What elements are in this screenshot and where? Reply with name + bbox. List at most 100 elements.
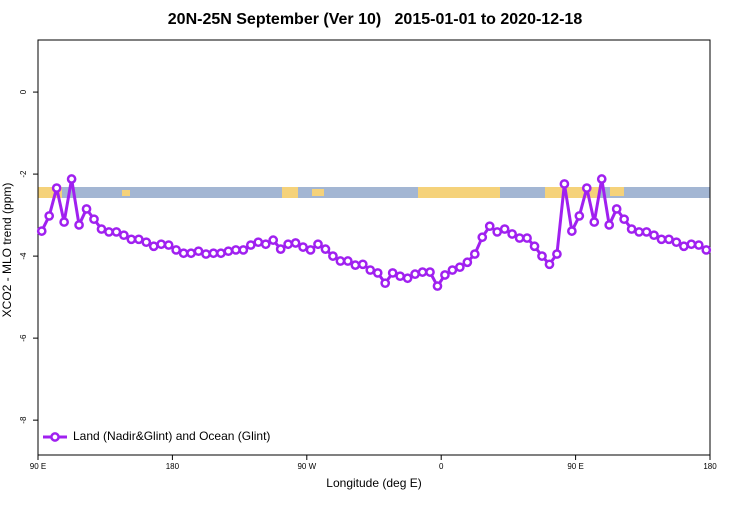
data-point xyxy=(290,238,301,248)
x-tick-label: 180 xyxy=(703,462,717,471)
data-point xyxy=(537,251,547,261)
data-point xyxy=(701,245,712,255)
data-point xyxy=(410,269,420,280)
y-axis-label: XCO2 - MLO trend (ppm) xyxy=(0,183,14,318)
data-point xyxy=(559,179,570,189)
data-point xyxy=(104,227,114,237)
data-point xyxy=(544,259,555,270)
data-point xyxy=(36,226,47,236)
x-tick-label: 90 E xyxy=(30,462,46,471)
data-point xyxy=(223,246,234,257)
land xyxy=(38,187,62,198)
data-point xyxy=(133,234,144,245)
data-point xyxy=(260,239,271,250)
data-point xyxy=(81,204,92,214)
x-tick-label: 90 W xyxy=(297,462,316,471)
data-point xyxy=(216,248,226,259)
x-tick-label: 90 E xyxy=(567,462,583,471)
data-point xyxy=(74,220,84,230)
map-strip xyxy=(38,187,710,198)
data-point xyxy=(522,233,532,243)
y-tick-label: 0 xyxy=(19,89,28,94)
land xyxy=(418,187,500,198)
data-point xyxy=(193,246,204,257)
data-point xyxy=(305,245,316,255)
data-point xyxy=(425,267,435,277)
data-point xyxy=(372,268,383,278)
data-point xyxy=(529,241,540,252)
data-point xyxy=(596,174,607,184)
data-point xyxy=(440,270,450,280)
data-point xyxy=(567,226,577,236)
data-point xyxy=(66,174,77,184)
data-point xyxy=(201,249,211,259)
x-tick-label: 180 xyxy=(166,462,180,471)
data-point xyxy=(492,227,503,237)
data-point xyxy=(44,211,55,221)
y-tick-label: -4 xyxy=(19,252,28,260)
data-point xyxy=(231,245,241,255)
legend-label: Land (Nadir&Glint) and Ocean (Glint) xyxy=(73,429,270,443)
data-point xyxy=(313,239,323,250)
data-point xyxy=(679,241,689,252)
data-point xyxy=(671,237,682,248)
data-point xyxy=(604,220,615,230)
data-point xyxy=(455,262,465,273)
data-point xyxy=(634,227,644,237)
data-point xyxy=(581,183,592,193)
y-tick-label: -6 xyxy=(19,334,28,342)
data-point xyxy=(245,240,256,250)
data-point xyxy=(484,221,495,232)
data-point xyxy=(178,248,189,259)
data-point xyxy=(447,265,458,275)
data-point xyxy=(171,245,181,255)
data-point xyxy=(335,256,346,266)
data-point xyxy=(417,267,428,277)
land xyxy=(545,187,600,198)
data-point xyxy=(148,241,159,252)
data-point xyxy=(574,211,585,221)
data-point xyxy=(141,237,152,248)
data-point xyxy=(268,235,279,245)
data-point xyxy=(275,244,286,254)
data-point xyxy=(119,230,129,241)
data-point xyxy=(186,248,196,259)
data-point xyxy=(283,239,293,250)
data-point xyxy=(619,214,629,225)
data-point xyxy=(163,240,174,250)
data-point xyxy=(59,217,69,227)
land xyxy=(312,189,324,196)
data-point xyxy=(298,242,308,252)
data-point xyxy=(380,278,391,289)
data-point xyxy=(343,256,353,266)
data-point xyxy=(89,214,99,225)
y-tick-label: -8 xyxy=(19,416,28,424)
data-point xyxy=(387,268,398,278)
x-axis-label: Longitude (deg E) xyxy=(326,476,421,490)
data-point xyxy=(462,257,473,268)
land xyxy=(610,187,624,196)
data-point xyxy=(402,273,413,284)
data-point xyxy=(641,227,652,237)
land xyxy=(122,190,130,196)
ocean-band xyxy=(38,187,710,198)
data-point xyxy=(432,281,443,291)
data-point xyxy=(111,227,122,237)
chart-title: 20N-25N September (Ver 10) 2015-01-01 to… xyxy=(168,11,583,28)
data-point xyxy=(156,239,167,250)
data-point xyxy=(477,232,488,243)
data-point xyxy=(649,230,659,241)
data-point xyxy=(208,248,219,259)
y-tick-label: -2 xyxy=(19,170,28,178)
data-point xyxy=(693,240,704,250)
data-point xyxy=(686,239,697,250)
data-point xyxy=(499,224,510,234)
data-point xyxy=(514,233,525,243)
data-point xyxy=(96,224,107,234)
data-point xyxy=(552,249,562,259)
data-point xyxy=(357,259,368,270)
data-point xyxy=(395,271,405,282)
data-point xyxy=(626,224,637,234)
